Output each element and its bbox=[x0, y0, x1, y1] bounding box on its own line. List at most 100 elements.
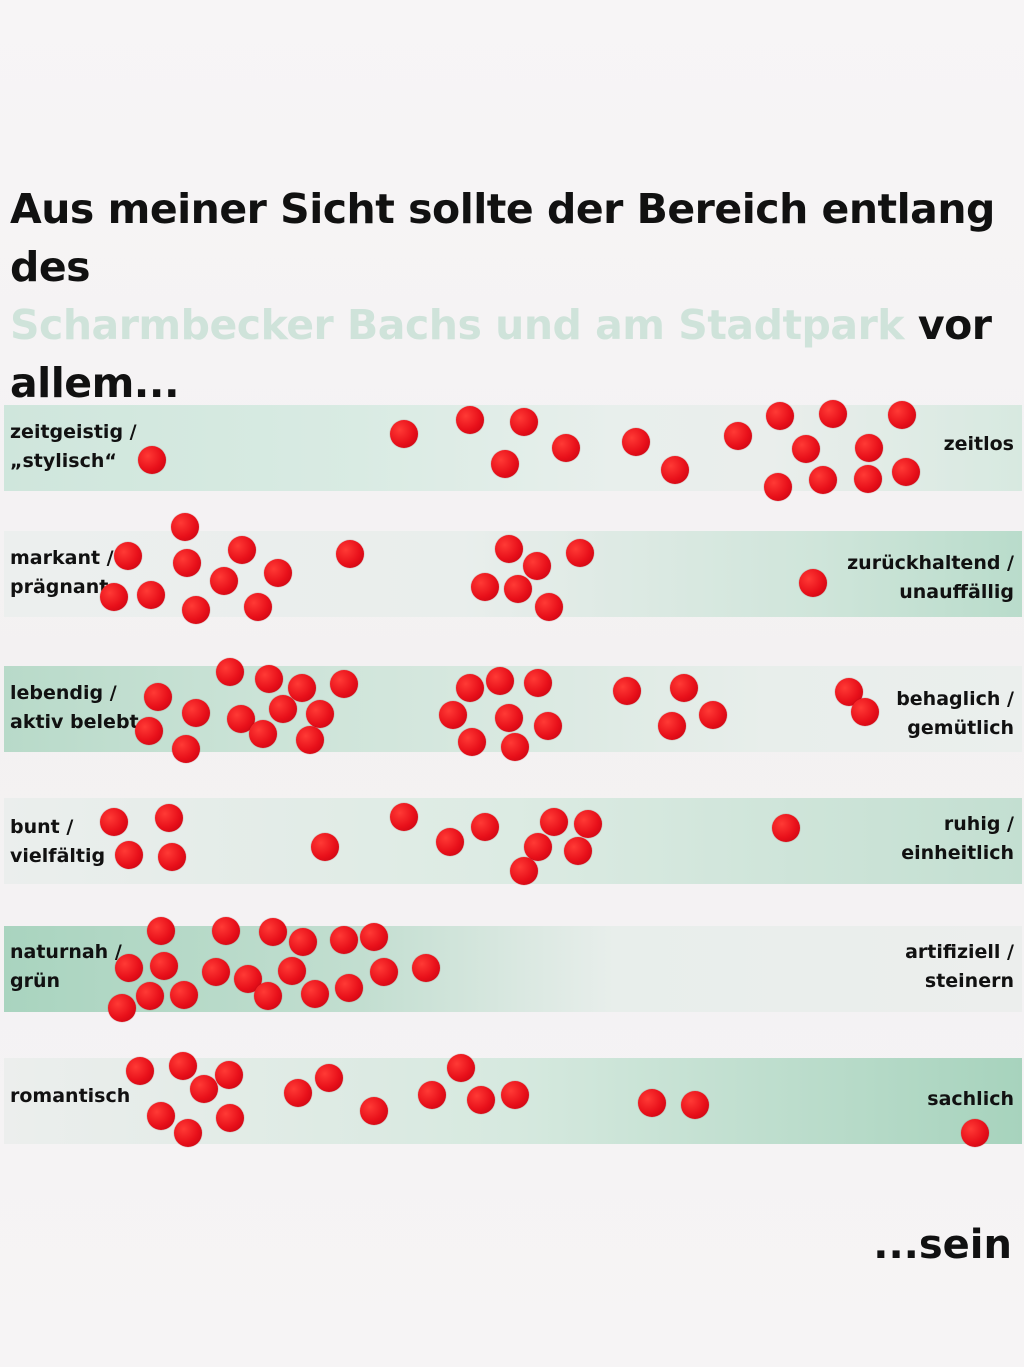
vote-dot-band-2 bbox=[173, 549, 201, 577]
vote-dot-band-2 bbox=[504, 575, 532, 603]
scale-4-right-line-2: einheitlich bbox=[901, 842, 1014, 864]
vote-dot-band-3 bbox=[216, 658, 244, 686]
vote-dot-band-2 bbox=[264, 559, 292, 587]
scale-5-left-line-1: naturnah / bbox=[10, 941, 122, 963]
vote-dot-band-1 bbox=[819, 400, 847, 428]
scale-5-right-line-2: steinern bbox=[924, 970, 1014, 992]
vote-dot-band-3 bbox=[670, 674, 698, 702]
vote-dot-band-3 bbox=[182, 699, 210, 727]
vote-dot-band-2 bbox=[171, 513, 199, 541]
vote-dot-band-3 bbox=[144, 683, 172, 711]
vote-dot-band-4 bbox=[100, 808, 128, 836]
poster-heading: Aus meiner Sicht sollte der Bereich entl… bbox=[10, 180, 1010, 412]
vote-dot-band-2 bbox=[228, 536, 256, 564]
vote-dot-band-6 bbox=[501, 1081, 529, 1109]
scale-3-right-line-2: gemütlich bbox=[907, 717, 1014, 739]
vote-dot-band-2 bbox=[100, 583, 128, 611]
vote-dot-band-3 bbox=[172, 735, 200, 763]
vote-dot-band-3 bbox=[524, 669, 552, 697]
scale-5-left-label: naturnah / grün bbox=[10, 938, 122, 996]
vote-dot-band-3 bbox=[249, 720, 277, 748]
vote-dot-band-4 bbox=[524, 833, 552, 861]
vote-dot-band-3 bbox=[699, 701, 727, 729]
vote-dot-band-1 bbox=[888, 401, 916, 429]
vote-dot-band-4 bbox=[158, 843, 186, 871]
vote-dot-band-5 bbox=[136, 982, 164, 1010]
scale-6-left-line-1: romantisch bbox=[10, 1085, 131, 1107]
vote-dot-band-5 bbox=[147, 917, 175, 945]
vote-dot-band-2 bbox=[244, 593, 272, 621]
scale-2-right-label: zurückhaltend / unauffällig bbox=[847, 549, 1014, 607]
vote-dot-band-6 bbox=[467, 1086, 495, 1114]
heading-after-highlight: vor bbox=[904, 301, 992, 349]
vote-dot-band-6 bbox=[215, 1061, 243, 1089]
vote-dot-band-1 bbox=[855, 434, 883, 462]
vote-dot-band-5 bbox=[412, 954, 440, 982]
vote-dot-band-4 bbox=[311, 833, 339, 861]
vote-dot-band-3 bbox=[255, 665, 283, 693]
vote-dot-band-3 bbox=[135, 717, 163, 745]
vote-dot-band-5 bbox=[301, 980, 329, 1008]
vote-dot-band-5 bbox=[259, 918, 287, 946]
vote-dot-band-3 bbox=[458, 728, 486, 756]
vote-dot-band-2 bbox=[336, 540, 364, 568]
vote-dot-band-5 bbox=[150, 952, 178, 980]
vote-dot-band-3 bbox=[501, 733, 529, 761]
poster-footer: ...sein bbox=[873, 1222, 1012, 1268]
vote-dot-band-2 bbox=[182, 596, 210, 624]
vote-dot-band-4 bbox=[564, 837, 592, 865]
vote-dot-band-2 bbox=[114, 542, 142, 570]
vote-dot-band-1 bbox=[766, 402, 794, 430]
vote-dot-band-6 bbox=[190, 1075, 218, 1103]
vote-dot-band-2 bbox=[210, 567, 238, 595]
vote-dot-band-6 bbox=[147, 1102, 175, 1130]
vote-dot-band-1 bbox=[724, 422, 752, 450]
vote-dot-band-4 bbox=[436, 828, 464, 856]
vote-dot-band-6 bbox=[638, 1089, 666, 1117]
vote-dot-band-2 bbox=[523, 552, 551, 580]
vote-dot-band-5 bbox=[202, 958, 230, 986]
heading-line-2: Scharmbecker Bachs und am Stadtpark vor bbox=[10, 296, 1010, 354]
heading-line-1: Aus meiner Sicht sollte der Bereich entl… bbox=[10, 185, 995, 291]
vote-dot-band-3 bbox=[534, 712, 562, 740]
vote-dot-band-5 bbox=[335, 974, 363, 1002]
vote-dot-band-4 bbox=[540, 808, 568, 836]
vote-dot-band-4 bbox=[471, 813, 499, 841]
vote-dot-band-3 bbox=[851, 698, 879, 726]
scale-4-left-line-2: vielfältig bbox=[10, 845, 106, 867]
scale-3-right-line-1: behaglich / bbox=[896, 688, 1014, 710]
vote-dot-band-1 bbox=[661, 456, 689, 484]
vote-dot-band-1 bbox=[510, 408, 538, 436]
scale-1-right-label: zeitlos bbox=[944, 430, 1014, 459]
vote-dot-band-5 bbox=[254, 982, 282, 1010]
scale-5-right-line-1: artifiziell / bbox=[905, 941, 1014, 963]
vote-dot-band-1 bbox=[764, 473, 792, 501]
vote-dot-band-2 bbox=[495, 535, 523, 563]
vote-dot-band-3 bbox=[456, 674, 484, 702]
vote-dot-band-1 bbox=[809, 466, 837, 494]
scale-4-right-line-1: ruhig / bbox=[943, 813, 1014, 835]
vote-dot-band-2 bbox=[535, 593, 563, 621]
scale-4-left-label: bunt / vielfältig bbox=[10, 813, 105, 871]
vote-dot-band-6 bbox=[174, 1119, 202, 1147]
scale-3-left-line-1: lebendig / bbox=[10, 682, 117, 704]
vote-dot-band-3 bbox=[288, 674, 316, 702]
vote-dot-band-4 bbox=[574, 810, 602, 838]
heading-line-3: allem... bbox=[10, 359, 180, 407]
vote-dot-band-6 bbox=[961, 1119, 989, 1147]
vote-dot-band-4 bbox=[772, 814, 800, 842]
scale-1-left-label: zeitgeistig / „stylisch“ bbox=[10, 418, 137, 476]
scale-1-right-line-1: zeitlos bbox=[943, 433, 1014, 455]
scale-3-left-label: lebendig / aktiv belebt bbox=[10, 679, 139, 737]
vote-dot-band-3 bbox=[269, 695, 297, 723]
vote-dot-band-6 bbox=[418, 1081, 446, 1109]
vote-dot-band-1 bbox=[138, 446, 166, 474]
scale-5-right-label: artifiziell / steinern bbox=[905, 938, 1014, 996]
vote-dot-band-3 bbox=[613, 677, 641, 705]
vote-dot-band-6 bbox=[315, 1064, 343, 1092]
vote-dot-band-5 bbox=[108, 994, 136, 1022]
vote-dot-band-5 bbox=[115, 954, 143, 982]
scale-2-right-line-1: zurückhaltend / bbox=[847, 552, 1014, 574]
vote-dot-band-3 bbox=[306, 700, 334, 728]
vote-dot-band-1 bbox=[622, 428, 650, 456]
